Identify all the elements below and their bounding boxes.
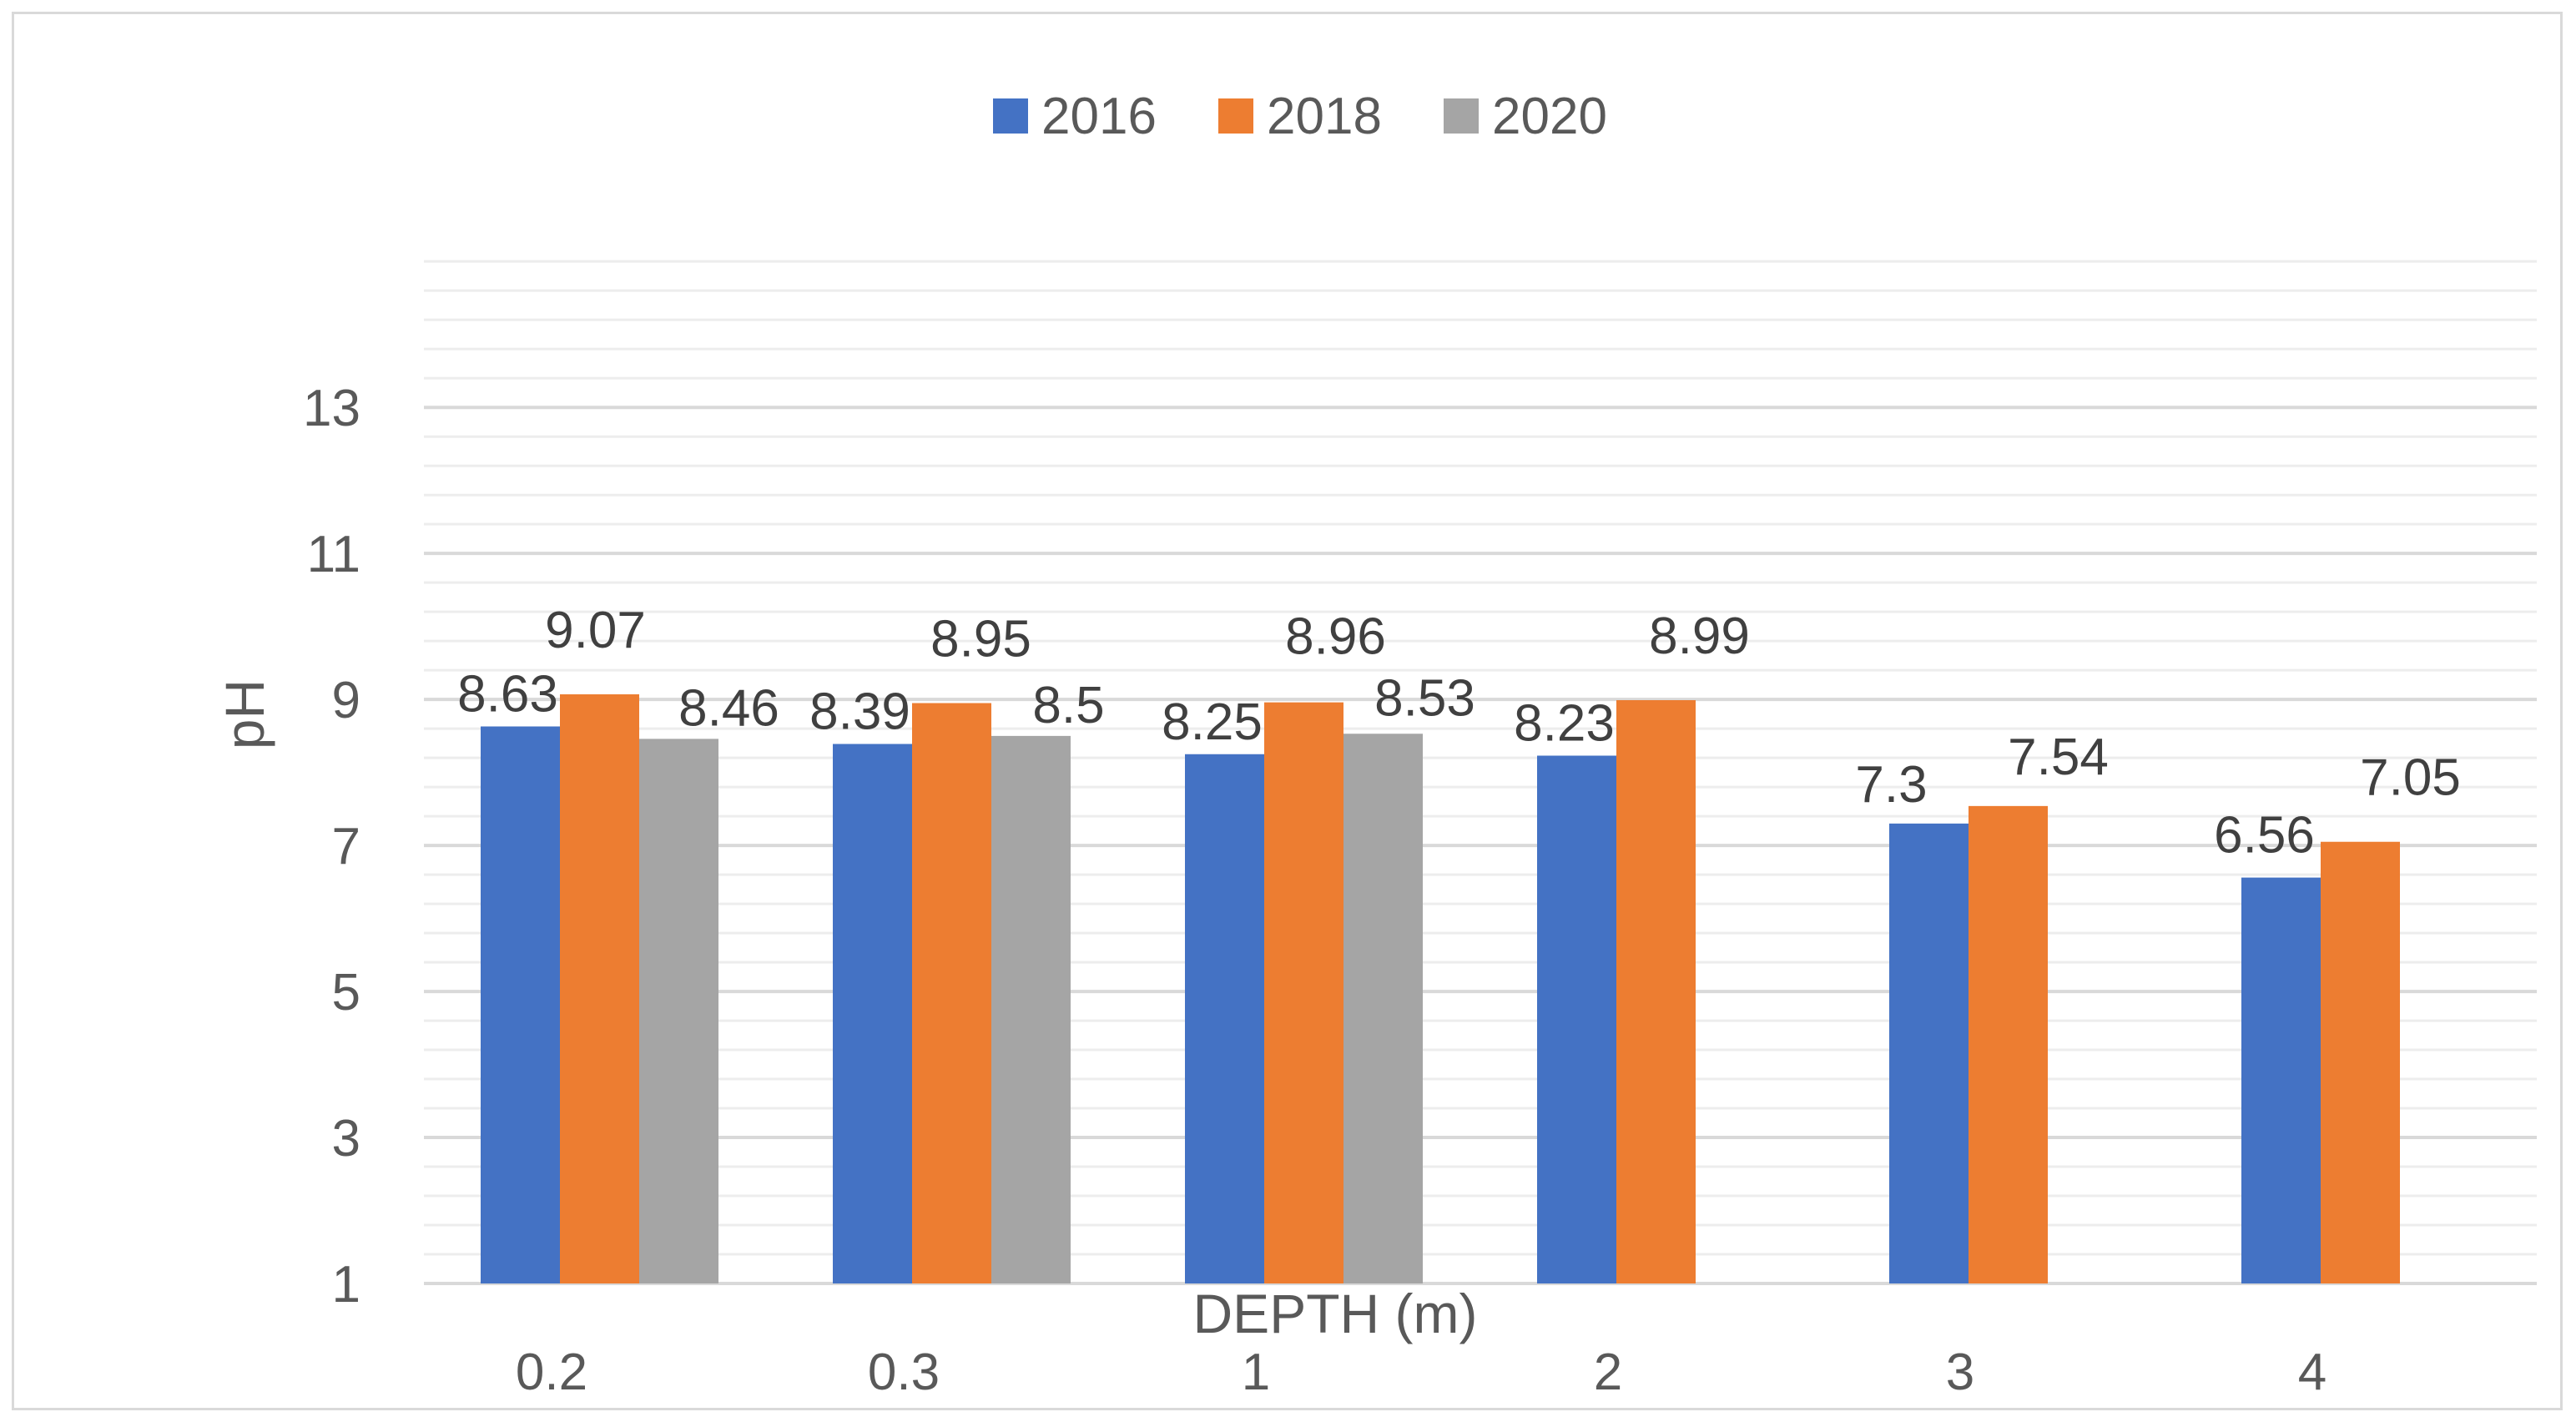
bar-2018-1 — [1264, 702, 1343, 1283]
data-label-2018-0.2: 9.07 — [545, 602, 646, 659]
bar-2018-0.2 — [560, 694, 639, 1283]
data-label-2018-0.3: 8.95 — [930, 611, 1031, 668]
data-label-2018-2: 8.99 — [1649, 608, 1750, 665]
data-label-2020-0.2: 8.46 — [678, 679, 779, 737]
y-tick-label: 13 — [303, 380, 360, 437]
y-tick-label: 1 — [332, 1256, 360, 1314]
bar-2016-1 — [1185, 754, 1264, 1283]
legend-swatch-2020 — [1444, 98, 1479, 134]
chart-frame — [12, 12, 2563, 1410]
data-label-2018-4: 7.05 — [2360, 749, 2461, 807]
bar-2018-2 — [1616, 700, 1696, 1283]
y-tick-label: 9 — [332, 672, 360, 729]
y-axis-label: pH — [214, 679, 275, 749]
bar-2020-0.3 — [991, 735, 1071, 1283]
data-label-2016-1: 8.25 — [1162, 693, 1263, 751]
y-tick-label: 5 — [332, 964, 360, 1021]
data-label-2018-1: 8.96 — [1285, 608, 1386, 666]
x-tick-label: 4 — [2298, 1344, 2326, 1401]
gridlines — [424, 260, 2537, 1285]
data-label-2018-3: 7.54 — [2008, 729, 2109, 786]
legend-swatch-2016 — [993, 98, 1028, 134]
legend-label-2020: 2020 — [1492, 88, 1607, 145]
y-tick-label: 3 — [332, 1110, 360, 1167]
data-label-2016-2: 8.23 — [1514, 695, 1615, 753]
x-tick-label: 3 — [1946, 1344, 1974, 1401]
x-tick-label: 0.3 — [868, 1344, 940, 1401]
legend: 2016 2018 2020 — [993, 88, 1607, 145]
data-label-2020-0.3: 8.5 — [1032, 677, 1104, 734]
bar-2016-0.3 — [833, 744, 912, 1283]
legend-label-2018: 2018 — [1267, 88, 1382, 145]
x-tick-label: 2 — [1594, 1344, 1622, 1401]
bar-2016-0.2 — [481, 726, 560, 1283]
y-tick-label: 7 — [332, 818, 360, 875]
data-label-2016-0.2: 8.63 — [457, 666, 558, 724]
data-label-2020-1: 8.53 — [1374, 669, 1475, 727]
bar-2020-0.2 — [639, 739, 718, 1283]
data-label-2016-3: 7.3 — [1855, 756, 1927, 814]
x-tick-label: 1 — [1242, 1344, 1270, 1401]
data-label-2016-0.3: 8.39 — [809, 683, 910, 741]
bar-2018-0.3 — [912, 703, 991, 1283]
bar-2016-4 — [2241, 877, 2321, 1283]
bar-2018-4 — [2321, 841, 2400, 1283]
bars — [481, 694, 2400, 1283]
legend-swatch-2018 — [1218, 98, 1253, 134]
bar-2018-3 — [1969, 805, 2048, 1283]
data-labels: 8.63 9.07 8.46 8.39 8.958.5 8.25 8.968.53 8.23 8… — [457, 602, 2461, 865]
x-axis-label: DEPTH (m) — [1193, 1283, 1478, 1344]
x-axis-ticks: 0.2 0.3 1 2 3 4 — [516, 1344, 2326, 1401]
legend-label-2016: 2016 — [1041, 88, 1157, 145]
data-label-2016-4: 6.56 — [2214, 807, 2315, 865]
bar-2016-3 — [1889, 823, 1969, 1283]
y-tick-label: 11 — [307, 526, 360, 583]
x-tick-label: 0.2 — [516, 1344, 587, 1401]
bar-2020-1 — [1343, 734, 1423, 1283]
bar-2016-2 — [1537, 755, 1616, 1283]
